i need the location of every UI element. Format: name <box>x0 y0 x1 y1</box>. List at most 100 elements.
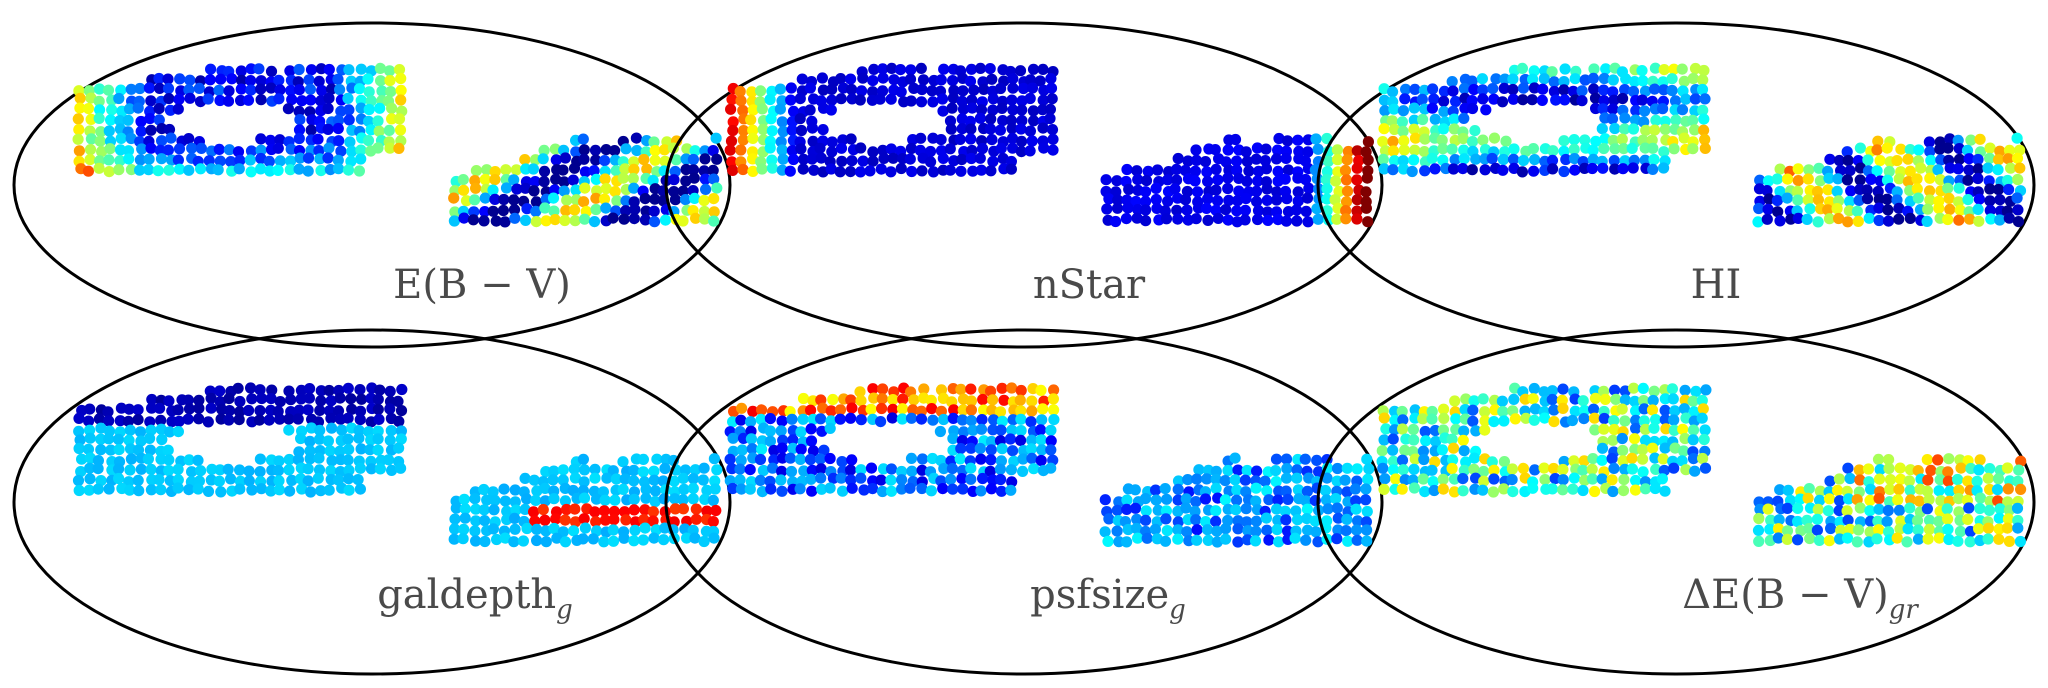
healpix-pixel <box>115 84 127 96</box>
healpix-pixel <box>798 153 810 165</box>
healpix-pixel <box>628 535 640 547</box>
healpix-pixel <box>1557 383 1569 395</box>
healpix-pixel <box>1792 163 1804 175</box>
healpix-pixel <box>601 472 613 484</box>
healpix-pixel <box>1210 163 1222 175</box>
healpix-pixel <box>640 205 652 217</box>
healpix-pixel <box>1688 406 1700 418</box>
healpix-pixel <box>764 93 776 106</box>
healpix-pixel <box>1696 412 1708 424</box>
healpix-pixel <box>754 474 767 486</box>
healpix-pixel <box>1191 534 1203 546</box>
healpix-pixel <box>1396 405 1408 418</box>
map-label: nStar <box>1033 262 1146 308</box>
healpix-pixel <box>343 114 355 126</box>
healpix-pixel <box>1140 186 1152 198</box>
healpix-pixel <box>1449 154 1461 166</box>
healpix-pixel <box>135 125 147 137</box>
healpix-pixel <box>597 486 610 498</box>
healpix-pixel <box>164 426 176 438</box>
healpix-pixel <box>479 515 491 527</box>
healpix-pixel <box>1924 194 1936 206</box>
healpix-pixel <box>1380 423 1392 435</box>
healpix-pixel <box>600 183 612 195</box>
healpix-pixel <box>286 474 298 486</box>
healpix-pixel <box>509 523 521 535</box>
healpix-pixel <box>727 482 739 495</box>
healpix-pixel <box>1419 133 1431 145</box>
healpix-pixel <box>1764 523 1776 535</box>
healpix-pixel <box>1932 164 1944 176</box>
healpix-pixel <box>1881 516 1893 528</box>
map-panel-nstar: nStar <box>664 21 1384 349</box>
healpix-pixel <box>1871 165 1883 177</box>
healpix-pixel <box>1150 494 1162 506</box>
healpix-pixel <box>975 423 988 435</box>
healpix-pixel <box>915 132 927 144</box>
healpix-pixel <box>386 102 398 114</box>
healpix-pixel <box>1953 214 1965 226</box>
healpix-pixel <box>1921 454 1933 466</box>
healpix-pixel <box>619 473 631 485</box>
healpix-pixel <box>83 484 95 496</box>
healpix-pixel <box>984 465 996 477</box>
healpix-pixel <box>530 196 543 208</box>
healpix-pixel <box>385 425 397 437</box>
healpix-pixel <box>386 113 398 125</box>
healpix-pixel <box>182 394 194 406</box>
healpix-pixel <box>1984 152 1996 164</box>
healpix-pixel <box>1904 144 1916 156</box>
healpix-pixel <box>372 444 384 456</box>
healpix-pixel <box>1994 145 2006 157</box>
healpix-pixel <box>73 425 85 437</box>
healpix-pixel <box>1781 502 1793 514</box>
healpix-pixel <box>609 186 621 198</box>
healpix-pixel <box>1607 485 1619 498</box>
healpix-pixel <box>1172 494 1184 506</box>
healpix-pixel <box>590 192 602 204</box>
healpix-pixel <box>1005 155 1018 168</box>
healpix-pixel <box>549 143 561 155</box>
healpix-pixel <box>1506 474 1518 486</box>
healpix-pixel <box>668 475 680 487</box>
healpix-pixel <box>499 495 511 507</box>
healpix-pixel <box>192 483 204 495</box>
ngc-footprint <box>724 62 1059 178</box>
healpix-pixel <box>1841 174 1853 186</box>
healpix-pixel <box>1409 404 1421 416</box>
healpix-pixel <box>766 162 779 174</box>
healpix-pixel <box>1329 194 1341 206</box>
healpix-pixel <box>1586 463 1598 475</box>
healpix-pixel <box>254 453 266 465</box>
healpix-pixel <box>547 192 560 204</box>
healpix-pixel <box>559 514 571 526</box>
healpix-pixel <box>775 136 787 148</box>
healpix-pixel <box>2011 132 2023 144</box>
healpix-pixel <box>955 443 967 455</box>
healpix-pixel <box>1586 162 1598 175</box>
healpix-pixel <box>1569 73 1581 85</box>
healpix-pixel <box>965 415 978 427</box>
healpix-pixel <box>1568 153 1581 165</box>
healpix-pixel <box>1261 183 1273 195</box>
healpix-pixel <box>1659 404 1671 416</box>
healpix-pixel <box>1557 474 1569 486</box>
healpix-pixel <box>1774 215 1786 227</box>
healpix-pixel <box>679 194 692 206</box>
healpix-pixel <box>936 93 949 105</box>
healpix-pixel <box>448 192 460 204</box>
healpix-pixel <box>995 82 1007 95</box>
healpix-pixel <box>490 215 502 227</box>
healpix-pixel <box>1302 216 1314 228</box>
healpix-pixel <box>1047 144 1059 156</box>
healpix-pixel <box>1210 184 1222 196</box>
healpix-pixel <box>857 155 869 167</box>
healpix-pixel <box>254 405 266 417</box>
healpix-pixel <box>1418 146 1430 158</box>
healpix-pixel <box>335 145 347 157</box>
healpix-pixel <box>1103 513 1115 525</box>
healpix-pixel <box>1630 405 1642 417</box>
healpix-pixel <box>1312 536 1324 548</box>
healpix-pixel <box>1396 423 1409 435</box>
healpix-pixel <box>827 393 839 406</box>
